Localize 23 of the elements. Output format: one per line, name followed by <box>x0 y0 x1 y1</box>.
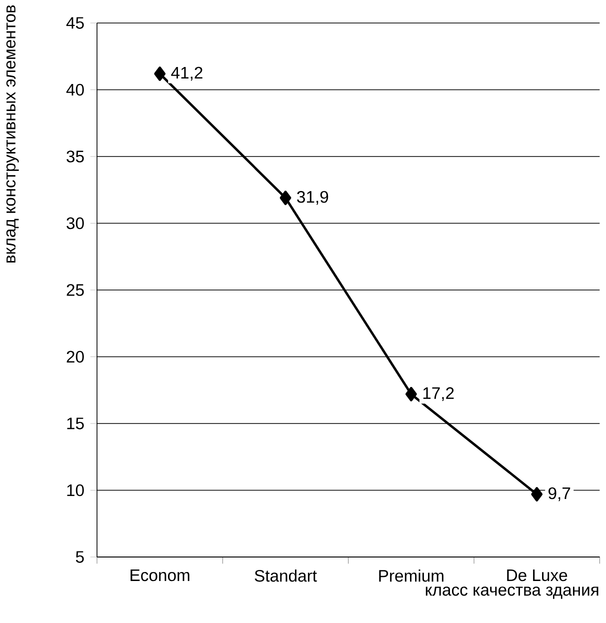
y-axis-title: вклад конструктивных элементов <box>6 5 19 262</box>
y-tick-label: 35 <box>66 150 84 162</box>
x-tick-label: Standart <box>254 569 317 582</box>
y-tick-label: 45 <box>66 17 84 29</box>
data-label: 41,2 <box>171 66 202 81</box>
point <box>405 386 417 402</box>
point <box>531 487 543 502</box>
y-tick-label: 40 <box>66 84 84 96</box>
data-label: 31,9 <box>297 191 328 205</box>
x-tick-label: De Luxe <box>507 569 568 582</box>
y-tick-label: 15 <box>67 418 84 430</box>
y-tick-label: 30 <box>66 217 84 230</box>
data-label: 9,7 <box>548 487 570 502</box>
data-label: 17,2 <box>423 387 454 402</box>
y-tick-label: 5 <box>76 551 84 563</box>
point <box>154 66 166 81</box>
point <box>280 190 292 206</box>
x-tick-label: Premium <box>379 569 444 582</box>
y-tick-label: 10 <box>67 484 84 496</box>
x-tick-label: Econom <box>130 569 190 582</box>
x-axis-title: класс качества здания <box>426 586 598 599</box>
y-tick-label: 25 <box>66 284 84 296</box>
y-tick-label: 20 <box>66 350 84 363</box>
